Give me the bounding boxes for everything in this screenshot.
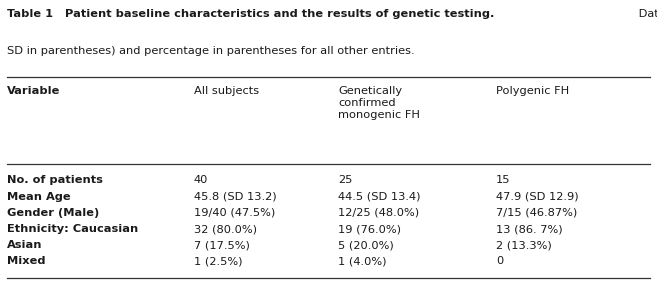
Text: Mean Age: Mean Age xyxy=(7,192,70,202)
Text: 45.8 (SD 13.2): 45.8 (SD 13.2) xyxy=(194,192,277,202)
Text: 19/40 (47.5%): 19/40 (47.5%) xyxy=(194,208,275,218)
Text: Ethnicity: Caucasian: Ethnicity: Caucasian xyxy=(7,224,138,234)
Text: No. of patients: No. of patients xyxy=(7,175,102,185)
Text: 13 (86. 7%): 13 (86. 7%) xyxy=(496,224,562,234)
Text: 32 (80.0%): 32 (80.0%) xyxy=(194,224,257,234)
Text: Gender (Male): Gender (Male) xyxy=(7,208,99,218)
Text: 15: 15 xyxy=(496,175,510,185)
Text: 7 (17.5%): 7 (17.5%) xyxy=(194,240,250,250)
Text: 25: 25 xyxy=(338,175,353,185)
Text: 44.5 (SD 13.4): 44.5 (SD 13.4) xyxy=(338,192,421,202)
Text: Table 1   Patient baseline characteristics and the results of genetic testing.: Table 1 Patient baseline characteristics… xyxy=(7,9,494,19)
Text: Variable: Variable xyxy=(7,86,60,95)
Text: SD in parentheses) and percentage in parentheses for all other entries.: SD in parentheses) and percentage in par… xyxy=(7,46,414,56)
Text: 19 (76.0%): 19 (76.0%) xyxy=(338,224,401,234)
Text: 1 (2.5%): 1 (2.5%) xyxy=(194,256,242,267)
Text: Genetically
confirmed
monogenic FH: Genetically confirmed monogenic FH xyxy=(338,86,420,120)
Text: 12/25 (48.0%): 12/25 (48.0%) xyxy=(338,208,419,218)
Text: 7/15 (46.87%): 7/15 (46.87%) xyxy=(496,208,578,218)
Text: 47.9 (SD 12.9): 47.9 (SD 12.9) xyxy=(496,192,579,202)
Text: Asian: Asian xyxy=(7,240,42,250)
Text: Mixed: Mixed xyxy=(7,256,45,267)
Text: 0: 0 xyxy=(496,256,503,267)
Text: Polygenic FH: Polygenic FH xyxy=(496,86,569,95)
Text: 40: 40 xyxy=(194,175,208,185)
Text: 5 (20.0%): 5 (20.0%) xyxy=(338,240,394,250)
Text: Data are mean for age, with: Data are mean for age, with xyxy=(635,9,657,19)
Text: 1 (4.0%): 1 (4.0%) xyxy=(338,256,387,267)
Text: 2 (13.3%): 2 (13.3%) xyxy=(496,240,552,250)
Text: All subjects: All subjects xyxy=(194,86,259,95)
